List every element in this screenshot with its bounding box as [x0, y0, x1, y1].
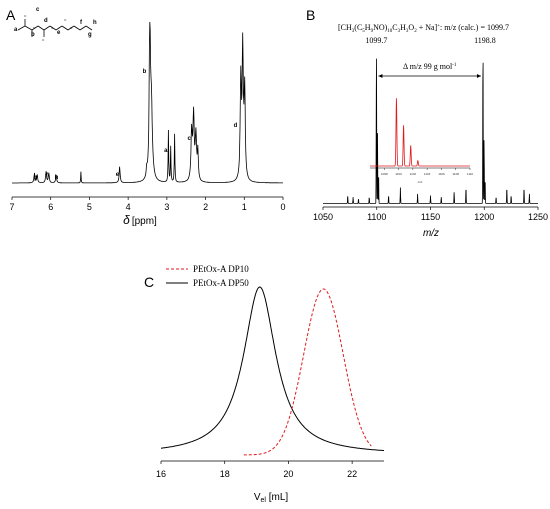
nmr-tick-label-1: 6 [48, 202, 53, 212]
structure-bond-9 [61, 25, 69, 31]
nmr-x-ticks: 7 6 5 4 3 2 1 0 [9, 197, 286, 212]
inset-tick-label-3: 1104 [424, 172, 431, 176]
sec-trace-dp10 [243, 288, 372, 456]
structure-bond-2 [24, 25, 33, 31]
nmr-tick-label-3: 4 [126, 202, 131, 212]
ms-peak-label-2: 1198.8 [474, 36, 496, 45]
legend-label-dp10: PEtOx-A DP10 [193, 264, 249, 274]
structure-bond-11 [73, 25, 81, 31]
sec-x-ticks: 16 18 20 22 [156, 461, 357, 479]
nmr-tick-label-5: 2 [203, 202, 208, 212]
structure-atom-2: N [51, 26, 53, 30]
sec-tick-label-2: 20 [283, 469, 293, 479]
inset-tick-label-6: 1110 [467, 172, 474, 176]
nmr-peak-label-g: g [33, 175, 37, 181]
sec-x-axis-label: Vel [mL] [254, 492, 289, 504]
structure-atom-3: O [42, 38, 45, 42]
structure-bond-10 [67, 25, 75, 31]
structure-label-b: b [31, 32, 35, 38]
nmr-tick-label-0: 7 [9, 202, 14, 212]
structure-bond-13 [85, 25, 93, 31]
nmr-tick-label-2: 5 [87, 202, 92, 212]
nmr-peak-labels: g f h e b a c d [33, 69, 237, 181]
ms-x-axis-label: m/z [423, 228, 439, 239]
structure-bond-0 [17, 25, 26, 31]
nmr-peak-label-c: c [188, 136, 192, 142]
sec-trace-dp50 [160, 286, 384, 451]
inset-tick-label-0: 1098 [381, 172, 388, 176]
legend: PEtOx-A DP10 PEtOx-A DP50 [166, 264, 249, 288]
nmr-spectrum-line [12, 21, 283, 184]
inset-tick-label-1: 1100 [395, 172, 402, 176]
structure-atom-1: N [33, 26, 35, 30]
sec-tick-label-0: 16 [156, 469, 166, 479]
ms-inset: 1098 1100 1102 1104 1106 1108 1110 m/z [370, 98, 473, 184]
structure-label-h: h [93, 20, 97, 26]
inset-x-ticks: 1098 1100 1102 1104 1106 1108 1110 [381, 168, 474, 176]
nmr-tick-label-7: 0 [280, 202, 285, 212]
nmr-peak-label-h: h [55, 175, 59, 181]
nmr-peak-label-e: e [116, 172, 120, 178]
structure-atom-5: O [64, 18, 67, 22]
structure-label-c: c [36, 7, 40, 13]
sec-tick-label-3: 22 [347, 469, 357, 479]
inset-tick-label-2: 1102 [410, 172, 417, 176]
legend-label-dp50: PEtOx-A DP50 [193, 278, 249, 288]
structure-label-a: a [14, 27, 18, 33]
inset-tick-label-5: 1108 [452, 172, 459, 176]
ms-title: [CH3(C5H9NO)10C3H3O2 + Na]+: m/z (calc.)… [338, 23, 509, 34]
nmr-peak-label-f: f [46, 173, 49, 179]
panel-c: C PEtOx-A DP10 PEtOx-A DP50 16 18 20 22 Vel… [144, 264, 384, 504]
ms-peak-label-1: 1099.7 [365, 36, 387, 45]
structure-label-f: f [80, 20, 83, 26]
ms-tick-label-1: 1100 [367, 212, 386, 222]
sec-tick-label-1: 18 [220, 469, 230, 479]
structure-label-d: d [44, 18, 48, 24]
panel-letter-b: B [306, 7, 315, 23]
structure-bond-7 [49, 25, 57, 31]
structure-atom-0: O [24, 14, 27, 18]
structure-atom-4: O [70, 26, 73, 30]
ms-tick-label-4: 1250 [528, 212, 548, 222]
inset-tick-label-4: 1106 [438, 172, 445, 176]
ms-x-ticks: 1050 1100 1150 1200 1250 [313, 207, 548, 222]
ms-tick-label-0: 1050 [313, 212, 333, 222]
structure-bond-12 [79, 25, 87, 31]
structure-bond-4 [37, 25, 45, 31]
ms-tick-label-3: 1200 [474, 212, 494, 222]
nmr-peak-label-a: a [164, 148, 168, 154]
structure-label-e: e [57, 30, 61, 36]
ms-spectrum-line [323, 58, 538, 204]
panel-b: B [CH3(C5H9NO)10C3H3O2 + Na]+: m/z (calc… [306, 7, 548, 239]
ms-delta-label: Δ m/z 99 g mol-1 [403, 62, 457, 71]
nmr-peak-label-b: b [143, 69, 147, 75]
nmr-x-axis-label: δ [ppm] [123, 213, 157, 227]
panel-letter-a: A [6, 7, 16, 23]
inset-x-label: m/z [418, 180, 423, 184]
nmr-tick-label-6: 1 [242, 202, 247, 212]
structure-bond-8 [55, 25, 63, 31]
nmr-tick-label-4: 3 [164, 202, 169, 212]
panel-letter-c: C [144, 274, 154, 290]
structure-bond-6 [43, 25, 51, 31]
structure-label-g: g [88, 32, 92, 38]
inset-spectrum-line [370, 98, 470, 167]
ms-tick-label-2: 1150 [421, 212, 440, 222]
nmr-peak-label-d: d [234, 123, 238, 129]
structure-bond-3 [31, 25, 39, 31]
